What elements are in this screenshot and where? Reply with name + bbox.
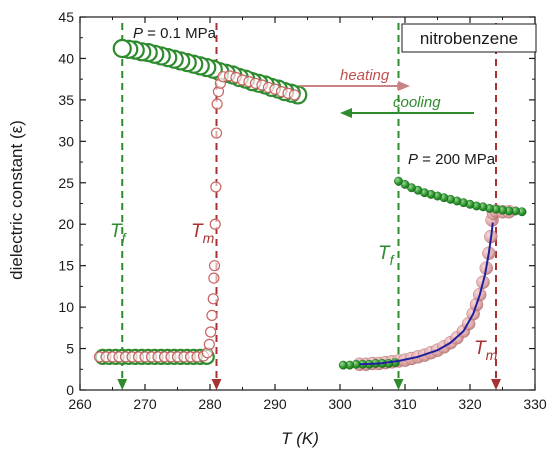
point-heating-1-23 [208,260,221,272]
cooling-label: cooling [393,94,441,111]
tm-label-1-main: T [191,221,204,242]
point-heating-1-20 [206,309,218,321]
point-heating-1-26 [210,127,223,139]
pressure-low-symbol: P [133,25,143,42]
svg-text:Tf: Tf [110,221,128,246]
tf-label-2-main: T [378,243,391,264]
fit-layer [359,222,494,366]
x-axis-title: T (K) [281,429,319,448]
y-tick-label-15: 15 [58,258,74,274]
svg-text:Tf: Tf [378,243,396,268]
data-layer [93,38,527,372]
point-heating-1-27 [211,98,223,110]
pressure-low-value: = 0.1 MPa [143,25,217,42]
x-tick-label-300: 300 [328,396,352,412]
tm-label-2: Tm [474,338,498,363]
reference-lines [117,23,501,390]
pressure-high-value: = 200 MPa [418,151,496,168]
point-heating-1-41 [288,89,301,101]
series-cooling-2 [338,176,527,370]
point-cooling-2-19 [394,176,403,186]
heating-indicator: heating [300,67,410,91]
y-tick-label-5: 5 [66,341,74,357]
y-tick-label-20: 20 [58,216,74,232]
heating-label: heating [340,67,390,84]
x-tick-label-290: 290 [263,396,287,412]
y-tick-label-45: 45 [58,9,74,25]
y-tick-label-35: 35 [58,92,74,108]
pressure-high-label: P = 200 MPa [408,151,496,168]
legend-box: nitrobenzene [401,23,537,53]
tm-label-2-main: T [474,338,487,359]
svg-text:Tm: Tm [191,221,215,246]
y-tick-label-25: 25 [58,175,74,191]
x-tick-label-320: 320 [458,396,482,412]
svg-text:P = 200 MPa: P = 200 MPa [408,151,496,168]
y-tick-label-10: 10 [58,299,74,315]
y-tick-label-0: 0 [66,382,74,398]
x-tick-label-330: 330 [523,396,547,412]
ticks: 260 270 280 290 300 310 320 330 0 5 10 15 20 25 30 35 40… [58,9,546,412]
point-heating-1-19 [205,326,217,338]
point-heating-1-18 [203,338,215,351]
point-cooling-0-27 [112,38,132,59]
x-tick-label-270: 270 [133,396,157,412]
pressure-high-symbol: P [408,151,418,168]
vline-arrow-tm2 [491,379,501,390]
legend-label: nitrobenzene [420,29,518,48]
tm-label-1: Tm [191,221,215,246]
vline-arrow-tf1 [117,379,128,390]
y-tick-label-40: 40 [58,50,74,66]
vline-arrow-tf2 [393,379,404,390]
cooling-arrow-head [340,108,352,118]
tm-label-2-sub: m [486,347,498,363]
point-heating-1-25 [210,181,222,193]
point-cooling-2-28 [338,360,348,370]
tm-label-1-sub: m [203,230,215,246]
point-heating-1-24 [209,218,221,230]
vline-arrow-tm1 [211,379,222,390]
pressure-low-label: P = 0.1 MPa [133,25,217,42]
svg-text:Tm: Tm [474,338,498,363]
series-heating-1 [93,70,301,363]
y-tick-label-30: 30 [58,133,74,149]
x-tick-label-310: 310 [393,396,417,412]
x-tick-label-260: 260 [68,396,92,412]
tf-label-1-main: T [110,221,123,242]
y-axis-title: dielectric constant (ε) [7,120,26,280]
tf-label-1-sub: f [122,230,128,246]
point-heating-1-22 [208,272,220,284]
point-heating-1-21 [207,293,219,305]
tf-label-2-sub: f [390,252,396,268]
tf-label-1: Tf [110,221,128,246]
fit-curve [359,222,494,366]
legend-frame [401,23,537,53]
cooling-indicator: cooling [340,94,474,118]
heating-arrow-head [398,81,410,91]
x-tick-label-280: 280 [198,396,222,412]
svg-text:P = 0.1 MPa: P = 0.1 MPa [133,25,217,42]
tf-label-2: Tf [378,243,396,268]
